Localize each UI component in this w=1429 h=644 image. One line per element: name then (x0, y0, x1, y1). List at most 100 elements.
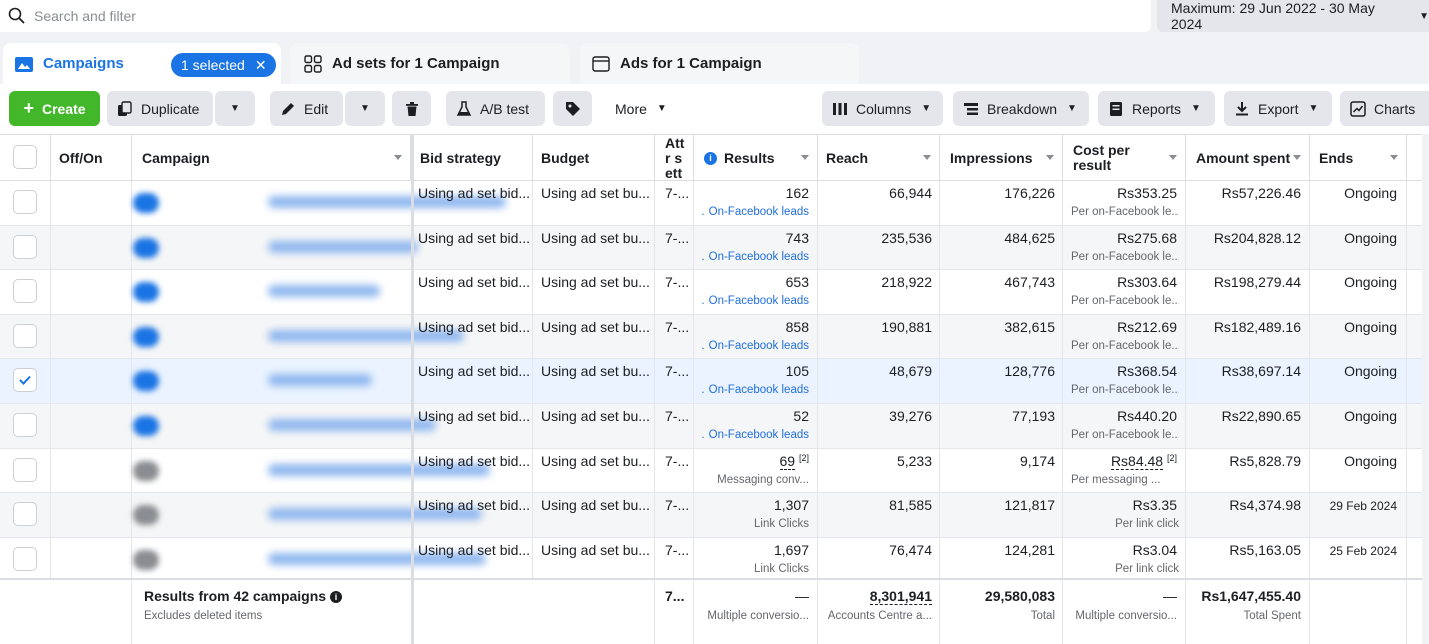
ab-test-button[interactable]: A/B test (446, 91, 545, 126)
campaign-name-cell[interactable] (132, 181, 506, 225)
delivery-toggle[interactable] (133, 371, 159, 392)
table-row[interactable]: Using ad set bid... Using ad set bu... 7… (0, 493, 1422, 538)
results-subtext: . On-Facebook leads (701, 295, 809, 307)
results-subtext: . On-Facebook leads (701, 251, 809, 263)
tab-ad-sets[interactable]: Ad sets for 1 Campaign (290, 43, 570, 84)
row-checkbox[interactable] (13, 546, 37, 571)
col-results[interactable]: i Results (694, 135, 818, 181)
table-row[interactable]: Using ad set bid... Using ad set bu... 7… (0, 314, 1422, 360)
row-checkbox[interactable] (13, 190, 37, 214)
charts-button[interactable]: Charts (1340, 91, 1429, 126)
campaign-name-cell[interactable] (132, 225, 418, 270)
amount-spent-value: Rs38,697.14 (1221, 363, 1301, 380)
delivery-toggle[interactable] (133, 505, 159, 526)
bid-strategy-cell: Using ad set bid... (412, 448, 533, 493)
campaign-name-blurred[interactable] (268, 419, 436, 431)
reports-button[interactable]: Reports ▼ (1098, 91, 1215, 126)
campaign-name-blurred[interactable] (268, 374, 372, 387)
edit-menu-button[interactable]: ▼ (345, 91, 385, 126)
close-icon[interactable]: ✕ (254, 56, 267, 73)
info-icon[interactable]: i (704, 151, 717, 165)
cost-per-result-subtext: Per on-Facebook le... (1071, 384, 1179, 397)
delivery-toggle[interactable] (133, 237, 159, 258)
columns-button[interactable]: Columns ▼ (822, 91, 943, 126)
col-bid-strategy[interactable]: Bid strategy (412, 135, 533, 181)
row-select-cell (0, 493, 51, 537)
duplicate-menu-button[interactable]: ▼ (215, 91, 255, 126)
delivery-toggle[interactable] (133, 460, 159, 481)
delivery-toggle[interactable] (133, 326, 159, 347)
select-all-checkbox[interactable] (13, 145, 37, 169)
top-bar: Search and filter Maximum: 29 Jun 2022 -… (0, 0, 1429, 38)
chart-icon (1350, 100, 1366, 117)
delivery-toggle[interactable] (133, 416, 159, 436)
campaign-name-cell[interactable] (132, 448, 490, 493)
campaign-name-blurred[interactable] (268, 552, 486, 565)
bid-strategy-value: Using ad set bid... (418, 497, 531, 514)
create-button[interactable]: + Create (9, 91, 100, 126)
table-row[interactable]: Using ad set bid... Using ad set bu... 7… (0, 181, 1422, 226)
table-row[interactable]: Using ad set bid... Using ad set bu... 7… (0, 448, 1422, 494)
row-checkbox[interactable] (13, 457, 37, 482)
table-row[interactable]: Using ad set bid... Using ad set bu... 7… (0, 359, 1422, 404)
delivery-toggle[interactable] (133, 193, 159, 213)
campaign-name-blurred[interactable] (268, 196, 506, 208)
row-checkbox[interactable] (13, 323, 37, 348)
campaign-name-cell[interactable] (132, 359, 412, 403)
col-attribution[interactable]: Attr sett (655, 135, 694, 181)
date-range-picker[interactable]: Maximum: 29 Jun 2022 - 30 May 2024 ▼ (1157, 0, 1429, 32)
campaign-name-cell[interactable] (132, 404, 436, 448)
col-cost-per-result[interactable]: Cost per result (1063, 135, 1186, 181)
results-value: 653 (786, 274, 809, 290)
budget-value: Using ad set bu... (541, 318, 650, 335)
delivery-toggle[interactable] (133, 549, 159, 570)
delete-button[interactable] (392, 91, 431, 126)
edit-button[interactable]: Edit (270, 91, 343, 126)
row-checkbox[interactable] (13, 502, 37, 527)
campaign-name-blurred[interactable] (268, 508, 482, 521)
campaign-name-blurred[interactable] (268, 240, 418, 253)
campaign-name-cell[interactable] (132, 537, 486, 582)
tab-ads[interactable]: Ads for 1 Campaign (580, 43, 859, 84)
breakdown-button[interactable]: Breakdown ▼ (953, 91, 1089, 126)
selection-badge[interactable]: 1 selected ✕ (171, 53, 276, 77)
col-reach[interactable]: Reach (818, 135, 940, 181)
row-checkbox[interactable] (13, 413, 37, 437)
campaign-name-blurred[interactable] (268, 285, 380, 298)
duplicate-button[interactable]: Duplicate (107, 91, 213, 126)
col-impressions[interactable]: Impressions (940, 135, 1063, 181)
results-number: 653 (785, 274, 809, 291)
footer-results-sub: Multiple conversio... (707, 610, 809, 622)
export-button[interactable]: Export ▼ (1224, 91, 1332, 126)
col-campaign[interactable]: Campaign (132, 135, 411, 181)
vertical-scrollbar[interactable] (1422, 134, 1429, 644)
export-label: Export (1258, 100, 1299, 117)
col-budget[interactable]: Budget (533, 135, 655, 181)
table-row[interactable]: Using ad set bid... Using ad set bu... 7… (0, 404, 1422, 449)
delivery-toggle[interactable] (133, 282, 159, 303)
campaign-name-cell[interactable] (132, 270, 412, 314)
campaign-name-cell[interactable] (132, 314, 464, 359)
table-row[interactable]: Using ad set bid... Using ad set bu... 7… (0, 270, 1422, 315)
search-input[interactable]: Search and filter (0, 0, 1151, 32)
table-row[interactable]: Using ad set bid... Using ad set bu... 7… (0, 225, 1422, 271)
campaign-name-cell[interactable] (132, 493, 482, 537)
more-button[interactable]: More ▼ (605, 91, 675, 126)
col-off-on[interactable]: Off/On (51, 135, 132, 181)
row-toggle-cell (51, 493, 159, 537)
row-select-cell (0, 404, 51, 448)
tab-campaigns[interactable]: Campaigns 1 selected ✕ (3, 43, 281, 84)
flask-icon (456, 100, 472, 116)
campaign-name-blurred[interactable] (268, 329, 464, 342)
breakdown-label: Breakdown (987, 100, 1058, 117)
table-row[interactable]: Using ad set bid... Using ad set bu... 7… (0, 537, 1422, 583)
col-ends[interactable]: Ends (1310, 135, 1407, 181)
info-icon[interactable]: i (329, 591, 342, 604)
row-checkbox[interactable] (13, 234, 37, 259)
duplicate-icon (118, 100, 132, 116)
row-checkbox[interactable] (13, 368, 37, 393)
campaign-name-blurred[interactable] (268, 463, 490, 476)
col-amount-spent[interactable]: Amount spent (1186, 135, 1310, 181)
row-checkbox[interactable] (13, 279, 37, 304)
tag-button[interactable] (553, 91, 592, 126)
